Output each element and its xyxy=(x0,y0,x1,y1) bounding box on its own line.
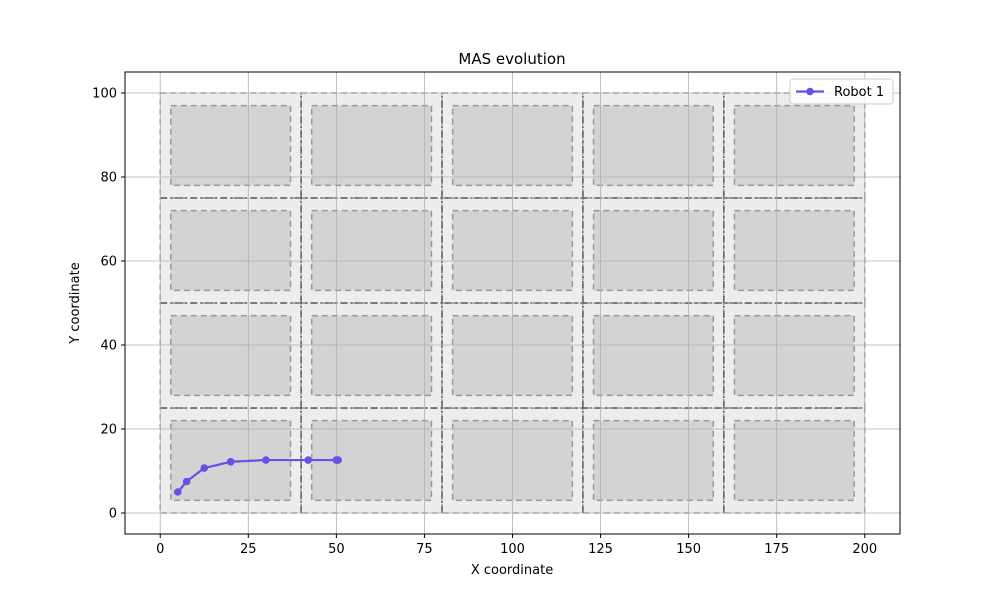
inner-block-1-3 xyxy=(592,314,715,397)
x-tick-label: 150 xyxy=(676,542,701,557)
data-point xyxy=(334,456,342,464)
x-tick-label: 175 xyxy=(764,542,789,557)
y-tick-label: 80 xyxy=(100,171,117,186)
plot-area: 0 25 50 75 100 125 150 175 200 0 20 40 60 80 100 Robot … xyxy=(92,71,901,557)
inner-block-2-0 xyxy=(170,209,292,292)
y-tick-label: 20 xyxy=(100,423,117,438)
inner-block-3-4 xyxy=(733,104,855,187)
y-tick-label: 60 xyxy=(100,255,117,270)
inner-block-3-3 xyxy=(592,104,715,187)
y-axis-label: Y coordinate xyxy=(68,262,83,344)
data-point xyxy=(226,457,235,466)
x-tick-label: 75 xyxy=(416,542,433,557)
inner-block-1-1 xyxy=(310,314,433,397)
legend-label: Robot 1 xyxy=(834,85,884,100)
data-point xyxy=(182,477,191,486)
data-point xyxy=(262,456,270,464)
inner-block-2-4 xyxy=(733,209,855,292)
legend-box xyxy=(789,78,894,105)
inner-block-1-4 xyxy=(733,314,855,397)
chart-title: MAS evolution xyxy=(458,50,565,68)
x-tick-label: 25 xyxy=(240,542,257,557)
legend: Robot 1 xyxy=(789,78,894,105)
inner-block-3-1 xyxy=(310,104,433,187)
y-tick-label: 40 xyxy=(100,339,117,354)
data-point xyxy=(200,464,209,472)
inner-block-0-3 xyxy=(592,419,715,502)
x-tick-label: 200 xyxy=(852,542,877,557)
inner-block-2-3 xyxy=(592,209,715,292)
inner-block-2-1 xyxy=(310,209,433,292)
y-tick-label: 0 xyxy=(109,507,117,522)
data-point xyxy=(174,488,182,496)
x-axis-label: X coordinate xyxy=(471,563,553,578)
inner-block-3-0 xyxy=(170,104,292,187)
x-tick-label: 0 xyxy=(156,542,164,557)
y-tick-label: 100 xyxy=(92,87,117,102)
x-tick-label: 125 xyxy=(588,542,613,557)
series-0 xyxy=(174,456,342,496)
x-tick-label: 100 xyxy=(500,542,525,557)
inner-block-0-4 xyxy=(733,419,855,502)
legend-marker xyxy=(806,87,814,96)
x-tick-label: 50 xyxy=(328,542,345,557)
inner-block-1-0 xyxy=(170,314,292,397)
data-point xyxy=(304,456,312,464)
